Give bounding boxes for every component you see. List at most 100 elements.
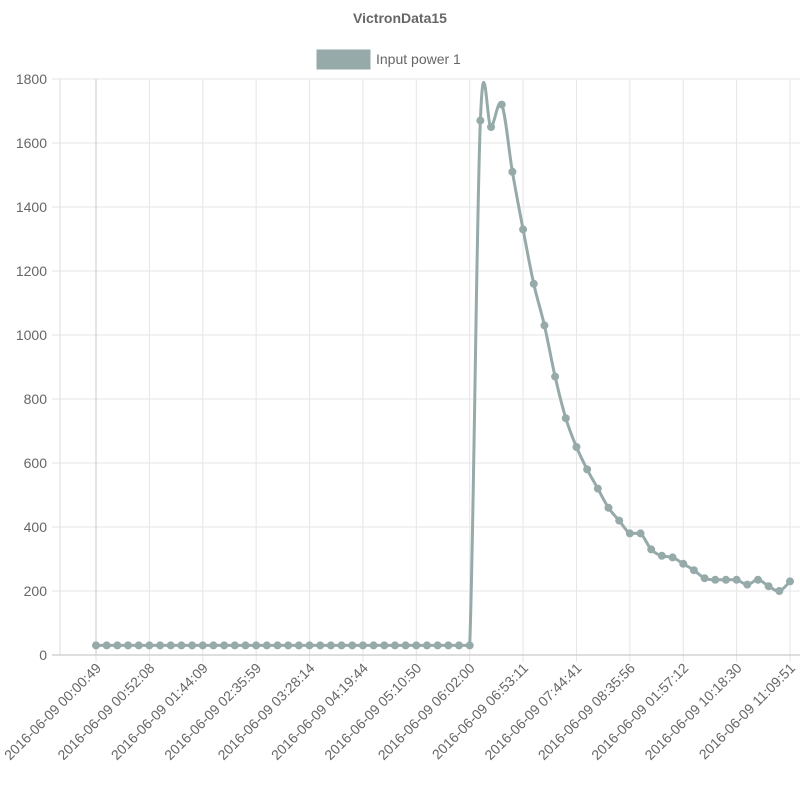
data-point[interactable] xyxy=(177,641,186,650)
data-point[interactable] xyxy=(401,641,410,650)
y-tick-label: 1600 xyxy=(16,135,47,151)
data-point[interactable] xyxy=(711,575,720,584)
x-tick-label: 2016-06-09 00:00:49 xyxy=(1,660,104,763)
data-point[interactable] xyxy=(604,503,613,512)
data-point[interactable] xyxy=(476,116,485,125)
data-point[interactable] xyxy=(113,641,122,650)
y-tick-label: 800 xyxy=(24,391,48,407)
data-point[interactable] xyxy=(412,641,421,650)
legend[interactable]: Input power 1 xyxy=(316,49,461,70)
data-point[interactable] xyxy=(198,641,207,650)
data-point[interactable] xyxy=(145,641,154,650)
data-point[interactable] xyxy=(220,641,229,650)
data-point[interactable] xyxy=(540,321,549,330)
x-tick-label: 2016-06-09 03:28:14 xyxy=(214,660,317,763)
x-tick-label: 2016-06-09 04:19:44 xyxy=(268,660,371,763)
y-tick-label: 200 xyxy=(24,583,48,599)
data-point[interactable] xyxy=(465,641,474,650)
data-point[interactable] xyxy=(689,566,698,575)
data-point[interactable] xyxy=(241,641,250,650)
data-point[interactable] xyxy=(753,575,762,584)
y-tick-label: 1000 xyxy=(16,327,47,343)
data-point[interactable] xyxy=(390,641,399,650)
data-point[interactable] xyxy=(422,641,431,650)
data-point[interactable] xyxy=(273,641,282,650)
data-point[interactable] xyxy=(775,587,784,595)
chart-title: VictronData15 xyxy=(353,10,447,26)
data-point[interactable] xyxy=(284,641,293,650)
data-point[interactable] xyxy=(188,641,197,650)
data-point[interactable] xyxy=(732,575,741,584)
data-point[interactable] xyxy=(519,225,528,234)
data-point[interactable] xyxy=(593,484,602,493)
data-point[interactable] xyxy=(529,279,538,288)
data-point[interactable] xyxy=(124,641,133,650)
data-point[interactable] xyxy=(497,100,506,109)
data-point[interactable] xyxy=(636,529,645,538)
x-tick-label: 2016-06-09 00:52:08 xyxy=(54,660,157,763)
data-point[interactable] xyxy=(647,545,656,554)
x-tick-label: 2016-06-09 06:53:11 xyxy=(429,660,532,763)
x-tick-label: 2016-06-09 07:44:41 xyxy=(481,660,584,763)
data-point[interactable] xyxy=(262,641,271,650)
data-point[interactable] xyxy=(316,641,325,650)
x-tick-label: 2016-06-09 11:09:51 xyxy=(696,660,799,763)
legend-label: Input power 1 xyxy=(376,51,461,67)
data-point[interactable] xyxy=(358,641,367,650)
data-point[interactable] xyxy=(583,465,592,474)
data-point[interactable] xyxy=(615,516,624,525)
data-point[interactable] xyxy=(487,123,496,131)
data-point[interactable] xyxy=(721,575,730,584)
data-point[interactable] xyxy=(625,529,634,538)
axes xyxy=(52,79,800,656)
data-point[interactable] xyxy=(679,559,688,568)
y-tick-label: 0 xyxy=(39,647,47,663)
data-point[interactable] xyxy=(657,551,666,560)
y-tick-label: 1800 xyxy=(16,71,47,87)
data-point[interactable] xyxy=(156,641,165,650)
x-tick-label: 2016-06-09 01:44:09 xyxy=(108,660,211,763)
data-point[interactable] xyxy=(348,641,357,650)
grid-lines xyxy=(52,78,800,662)
data-point[interactable] xyxy=(305,641,314,650)
legend-swatch xyxy=(316,49,371,70)
data-point[interactable] xyxy=(743,580,752,589)
data-point[interactable] xyxy=(433,641,442,650)
data-point[interactable] xyxy=(230,641,239,650)
data-point[interactable] xyxy=(764,582,773,591)
y-axis-ticks: 0 200 400 600 800 1000 1200 1400 1600 1800 xyxy=(16,71,47,663)
data-point[interactable] xyxy=(786,577,794,586)
data-point[interactable] xyxy=(380,641,389,650)
x-tick-label: 2016-06-09 01:57:12 xyxy=(588,660,691,763)
data-point[interactable] xyxy=(508,167,517,176)
data-point[interactable] xyxy=(134,641,143,650)
data-point[interactable] xyxy=(572,443,581,451)
data-point[interactable] xyxy=(700,574,709,583)
data-point[interactable] xyxy=(337,641,346,650)
data-point[interactable] xyxy=(92,641,100,650)
x-tick-label: 2016-06-09 02:35:59 xyxy=(161,660,264,763)
y-tick-label: 1400 xyxy=(16,199,47,215)
data-point[interactable] xyxy=(561,414,570,423)
x-tick-label: 2016-06-09 10:18:30 xyxy=(641,660,744,763)
data-point[interactable] xyxy=(444,641,453,650)
data-point[interactable] xyxy=(326,641,335,650)
x-tick-label: 2016-06-09 06:02:00 xyxy=(375,660,478,763)
x-tick-label: 2016-06-09 08:35:56 xyxy=(535,660,638,763)
data-point[interactable] xyxy=(294,641,303,650)
data-point[interactable] xyxy=(455,641,464,650)
data-point[interactable] xyxy=(551,372,560,381)
data-point[interactable] xyxy=(209,641,218,650)
data-point[interactable] xyxy=(668,553,677,562)
data-point[interactable] xyxy=(166,641,175,650)
y-tick-label: 1200 xyxy=(16,263,47,279)
data-point[interactable] xyxy=(369,641,378,650)
data-point[interactable] xyxy=(102,641,111,650)
y-tick-label: 600 xyxy=(24,455,48,471)
y-tick-label: 400 xyxy=(24,519,48,535)
series-input-power-1 xyxy=(92,81,794,650)
data-point[interactable] xyxy=(252,641,261,650)
